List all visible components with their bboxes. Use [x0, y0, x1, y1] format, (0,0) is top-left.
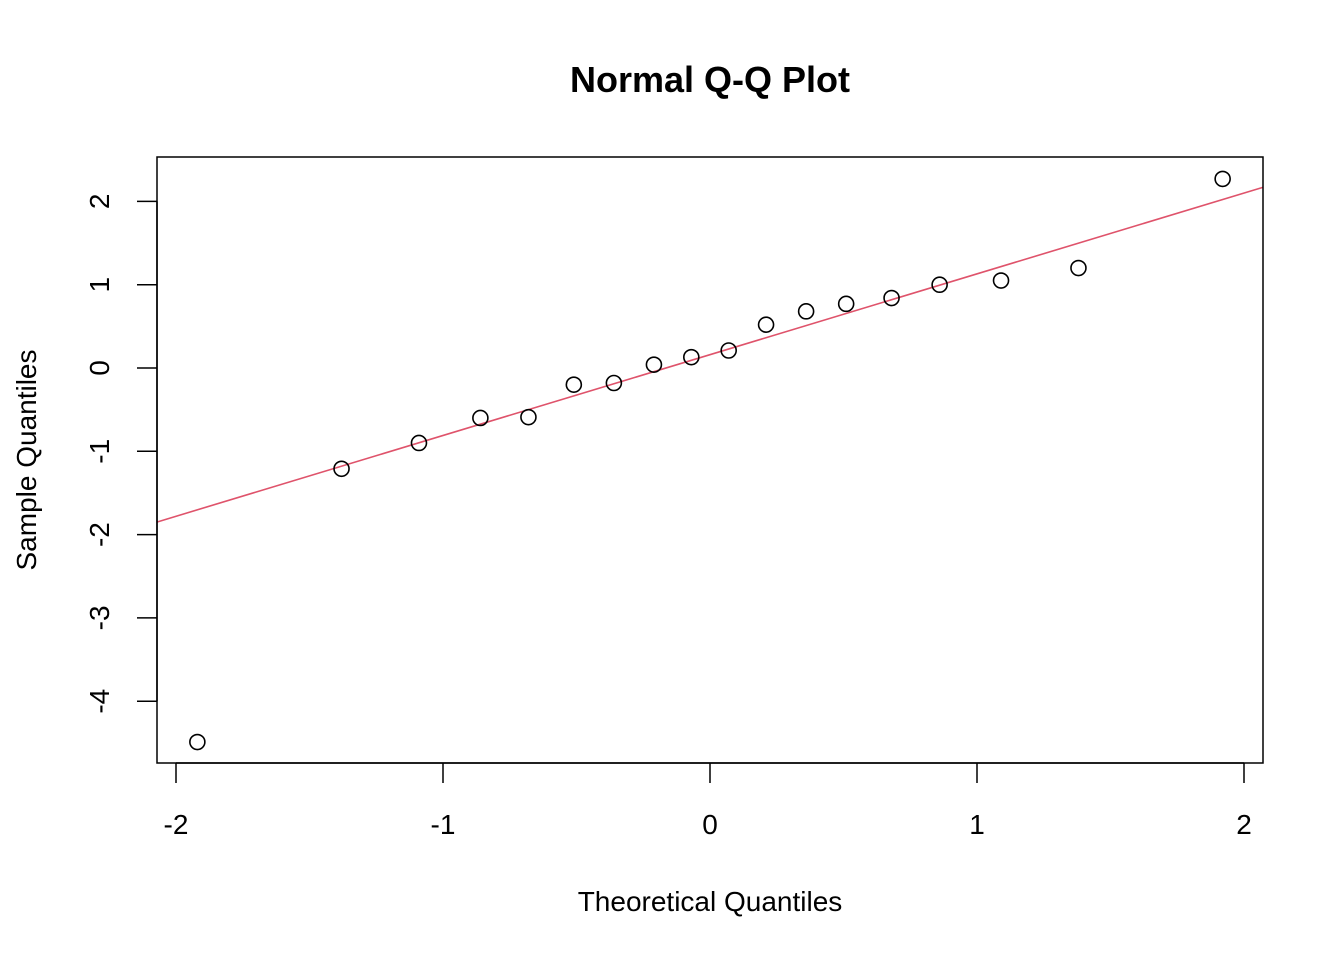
data-point — [333, 460, 350, 478]
data-point — [645, 356, 663, 373]
plot-area — [156, 156, 1264, 764]
x-tick-label: -2 — [164, 809, 189, 840]
y-tick-label: -1 — [84, 439, 115, 464]
data-point — [605, 374, 623, 392]
x-tick-label: 1 — [969, 809, 985, 840]
data-point — [837, 295, 855, 313]
data-point — [797, 303, 815, 320]
data-point — [683, 348, 700, 366]
y-axis-label: Sample Quantiles — [11, 349, 42, 570]
plot-border — [156, 156, 1264, 764]
y-tick-label: 0 — [84, 360, 115, 376]
data-point — [1070, 259, 1087, 277]
y-tick-label: -3 — [84, 605, 115, 630]
y-axis: -4 -3 -2 -1 0 1 2 — [84, 194, 158, 714]
data-point — [992, 272, 1010, 289]
x-tick-label: 2 — [1236, 809, 1252, 840]
reference-line — [157, 186, 1263, 523]
data-point — [720, 342, 737, 359]
data-point — [472, 409, 489, 427]
data-point — [565, 376, 583, 393]
data-point — [757, 316, 775, 333]
chart-title: Normal Q-Q Plot — [570, 59, 850, 100]
data-point — [883, 289, 900, 307]
y-tick-label: -2 — [84, 522, 115, 547]
data-point — [410, 434, 428, 452]
x-axis-label: Theoretical Quantiles — [578, 886, 843, 917]
y-tick-label: 1 — [84, 277, 115, 293]
x-tick-label: -1 — [431, 809, 456, 840]
y-tick-label: 2 — [84, 194, 115, 210]
y-tick-label: -4 — [84, 689, 115, 714]
data-point — [189, 733, 206, 751]
data-point — [520, 408, 537, 426]
data-point — [931, 276, 948, 294]
x-tick-label: 0 — [702, 809, 718, 840]
data-point — [1214, 170, 1231, 188]
x-axis: -2 -1 0 1 2 — [164, 762, 1252, 840]
